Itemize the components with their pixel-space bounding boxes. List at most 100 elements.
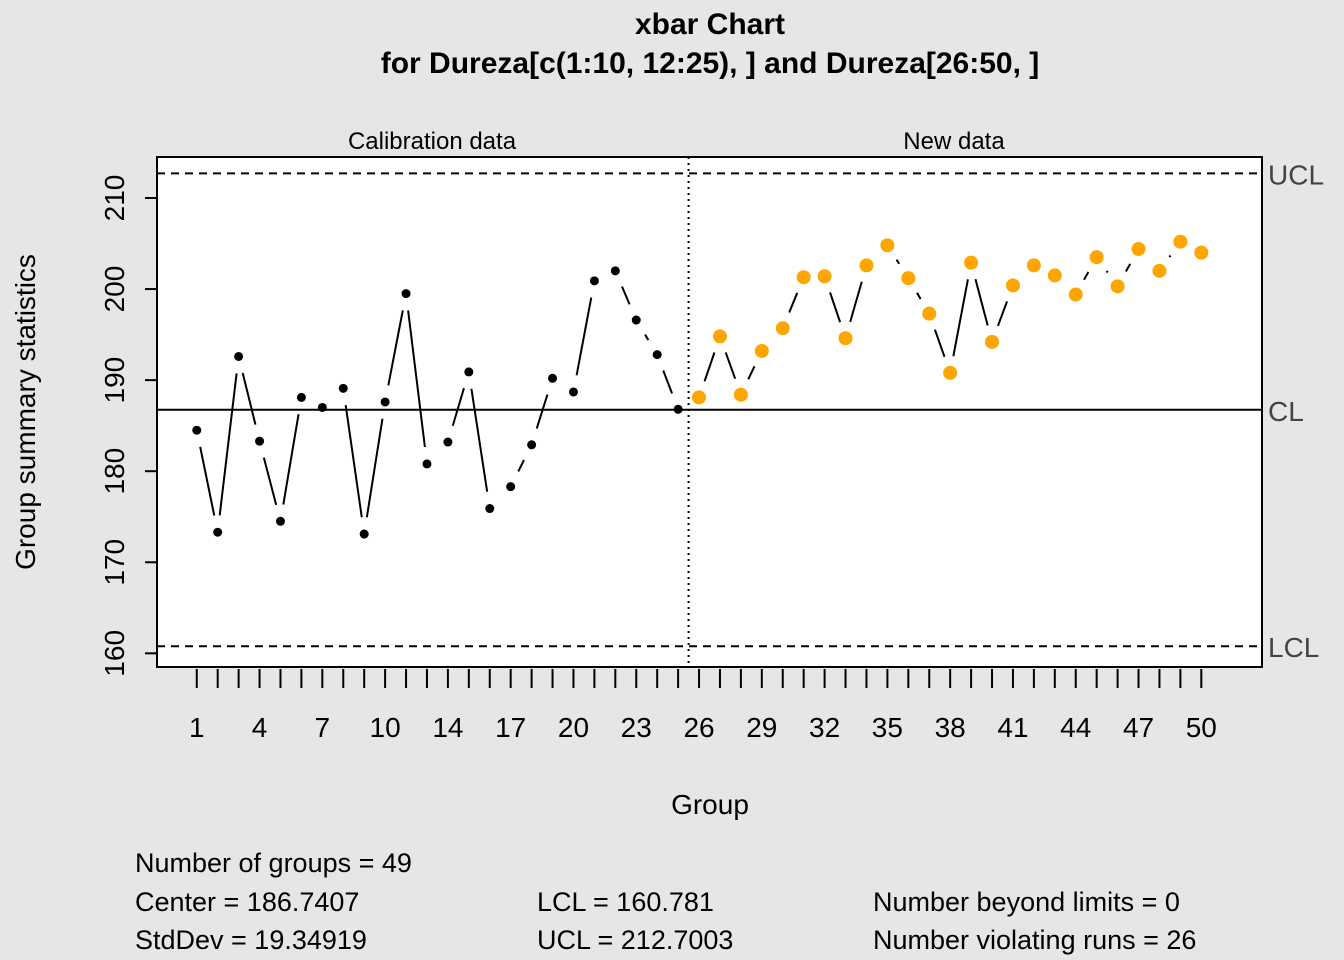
new-data-point (880, 238, 895, 253)
section-label-new: New data (903, 128, 1005, 155)
calibration-point (527, 440, 537, 450)
x-tick-label: 29 (746, 712, 777, 743)
calibration-point (192, 425, 202, 435)
stat-violating-runs: Number violating runs = 26 (873, 925, 1196, 955)
new-data-point (1068, 287, 1083, 302)
series-segment (849, 281, 863, 323)
x-tick-label: 26 (683, 712, 714, 743)
new-data-point (1089, 250, 1104, 265)
stat-stddev: StdDev = 19.34919 (135, 925, 367, 955)
x-tick-label: 10 (370, 712, 401, 743)
calibration-point (380, 397, 390, 407)
stat-center: Center = 186.7407 (135, 887, 359, 917)
y-tick-label: 180 (99, 448, 130, 495)
calibration-point (673, 404, 683, 414)
y-tick-label: 190 (99, 357, 130, 404)
stat-ucl: UCL = 212.7003 (537, 925, 733, 955)
series-segment (974, 278, 989, 326)
chart-title: xbar Chart (635, 8, 785, 41)
new-data-point (1005, 278, 1020, 293)
x-tick-label: 32 (809, 712, 840, 743)
series-segment (996, 301, 1008, 327)
new-data-point (1131, 241, 1146, 256)
series-segment (1105, 270, 1109, 274)
series-segment (895, 259, 901, 265)
new-data-point (712, 329, 727, 344)
y-tick-label: 200 (99, 266, 130, 313)
new-data-point (754, 343, 769, 358)
calibration-point (506, 482, 516, 492)
series-segment (344, 405, 363, 518)
series-segment (282, 414, 300, 505)
new-data-point (943, 365, 958, 380)
calibration-point (275, 516, 285, 526)
series-points (192, 234, 1209, 539)
x-tick-label: 20 (558, 712, 589, 743)
x-tick-label: 35 (872, 712, 903, 743)
x-tick-label: 23 (621, 712, 652, 743)
calibration-point (548, 373, 558, 383)
x-tick-label: 50 (1186, 712, 1217, 743)
new-data-point (692, 390, 707, 405)
series-segment (407, 310, 426, 448)
calibration-point (485, 504, 495, 514)
x-tick-label: 44 (1060, 712, 1091, 743)
calibration-point (568, 387, 578, 397)
series-segment (199, 446, 216, 516)
series-segment (621, 286, 631, 305)
calibration-point (589, 276, 599, 286)
new-data-point (1110, 279, 1125, 294)
calibration-point (255, 436, 265, 446)
series-segment (470, 388, 489, 492)
chart-subtitle: for Dureza[c(1:10, 12:25), ] and Dureza[… (381, 47, 1040, 80)
series-segment (644, 334, 650, 341)
y-tick-label: 160 (99, 630, 130, 677)
series-segment (788, 292, 799, 313)
series-segment (1125, 263, 1132, 272)
series-segment (517, 459, 525, 472)
x-tick-label: 47 (1123, 712, 1154, 743)
series-segment (387, 310, 404, 386)
series-segment (365, 418, 384, 518)
calibration-point (422, 459, 432, 469)
series-segment (662, 370, 673, 394)
stat-lcl: LCL = 160.781 (537, 887, 714, 917)
x-tick-label: 41 (997, 712, 1028, 743)
series-segment (262, 457, 278, 506)
x-tick-label: 1 (189, 712, 205, 743)
series-segment (916, 292, 922, 300)
new-data-point (859, 258, 874, 273)
new-data-point (1194, 245, 1209, 260)
series-segment (535, 394, 549, 429)
y-axis: 160 170 180 190 200 210 (99, 175, 157, 677)
new-data-point (1173, 234, 1188, 249)
cl-label: CL (1268, 396, 1304, 427)
calibration-point (443, 437, 453, 447)
series-segment (575, 297, 593, 376)
calibration-point (338, 383, 348, 393)
plot-area (156, 156, 1263, 668)
x-tick-label: 38 (935, 712, 966, 743)
series-segment (703, 352, 716, 382)
new-data-point (817, 269, 832, 284)
calibration-point (213, 527, 223, 537)
y-axis-title: Group summary statistics (10, 254, 41, 570)
y-tick-label: 210 (99, 175, 130, 222)
series-segment (747, 365, 756, 380)
stat-beyond-limits: Number beyond limits = 0 (873, 887, 1180, 917)
x-tick-label: 4 (252, 712, 268, 743)
x-axis: 1 4 7 10 14 17 20 23 26 29 32 35 38 41 44 47 50 (189, 669, 1217, 743)
series-segment (952, 279, 969, 357)
y-tick-label: 170 (99, 539, 130, 586)
series-segment (829, 292, 842, 323)
series-segment (1168, 254, 1172, 258)
calibration-point (317, 402, 327, 412)
calibration-point (610, 266, 620, 276)
calibration-point (631, 315, 641, 325)
new-data-point (733, 387, 748, 402)
section-label-calibration: Calibration data (348, 128, 517, 155)
lcl-label: LCL (1268, 632, 1319, 663)
series-segment (724, 352, 737, 380)
new-data-point (922, 306, 937, 321)
